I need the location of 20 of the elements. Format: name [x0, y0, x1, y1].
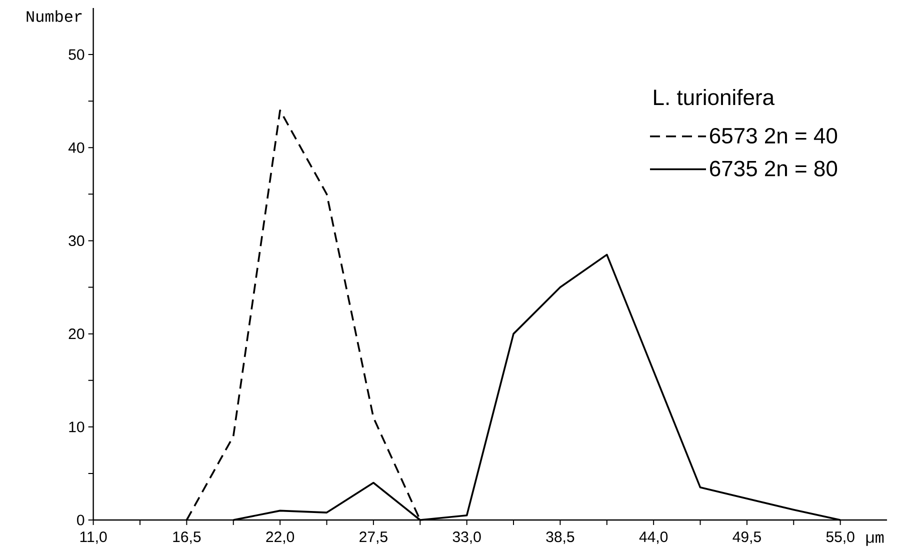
legend-title: L. turionifera: [654, 89, 775, 106]
x-tick-label: 22,0: [266, 532, 294, 544]
x-tick-label: 33,0: [452, 532, 481, 544]
x-tick-label: 55,0: [826, 532, 854, 544]
x-tick-label: 44,0: [639, 532, 668, 544]
x-tick-label: 11,0: [80, 532, 107, 544]
x-tick-label: 16,5: [173, 532, 201, 544]
x-axis-title: µm: [866, 534, 884, 546]
y-tick-label: 20: [68, 328, 84, 340]
x-tick-label: 38,5: [546, 532, 574, 544]
y-tick-label: 10: [69, 422, 84, 432]
y-axis-title: Number: [26, 10, 82, 22]
legend-label: 6735 2n = 80: [710, 160, 838, 176]
y-tick-label: 50: [68, 49, 84, 60]
y-tick-label: 0: [77, 514, 84, 526]
x-tick-label: 27,5: [360, 532, 388, 544]
legend-label: 6573 2n = 40: [710, 128, 838, 144]
y-tick-label: 40: [68, 142, 84, 153]
y-tick-label: 30: [68, 235, 84, 246]
x-tick-label: 49,5: [732, 532, 761, 544]
